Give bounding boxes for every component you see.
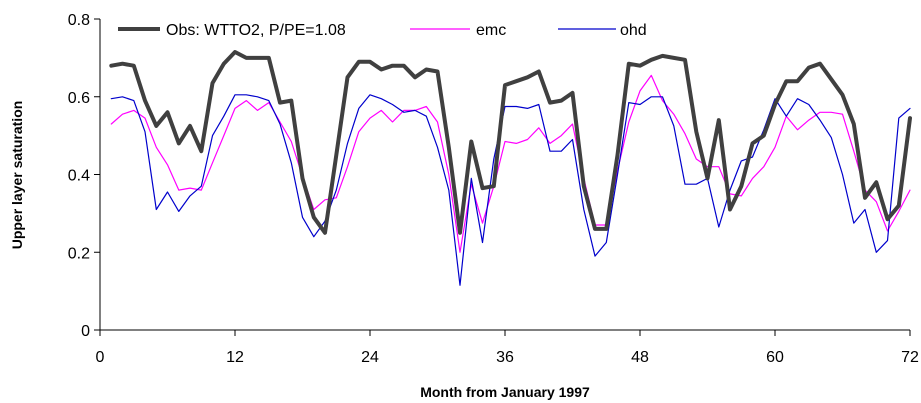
x-tick-label: 48 bbox=[631, 349, 649, 366]
series-lines bbox=[109, 50, 912, 286]
y-tick-label: 0 bbox=[81, 323, 90, 340]
x-tick-label: 0 bbox=[96, 349, 105, 366]
y-tick-label: 0.2 bbox=[68, 245, 90, 262]
x-axis-title: Month from January 1997 bbox=[420, 384, 590, 400]
x-tick-label: 72 bbox=[901, 349, 919, 366]
y-tick-label: 0.8 bbox=[68, 12, 90, 29]
legend-label: Obs: WTTO2, P/PE=1.08 bbox=[166, 22, 346, 39]
series-line-ohd bbox=[110, 94, 911, 286]
legend-label: emc bbox=[476, 22, 506, 39]
legend: Obs: WTTO2, P/PE=1.08 emc ohd bbox=[118, 22, 647, 39]
x-tick-label: 60 bbox=[766, 349, 784, 366]
y-axis-title: Upper layer saturation bbox=[9, 101, 25, 250]
legend-label: ohd bbox=[620, 22, 647, 39]
x-tick-label: 36 bbox=[496, 349, 514, 366]
y-tick-label: 0.4 bbox=[68, 168, 90, 185]
y-tick-label: 0.6 bbox=[68, 90, 90, 107]
series-line-obs bbox=[109, 50, 912, 235]
series-line-emc bbox=[110, 74, 911, 253]
y-axis-ticks: 0 0.2 0.4 0.6 0.8 bbox=[68, 12, 100, 340]
x-tick-label: 12 bbox=[226, 349, 244, 366]
x-tick-label: 24 bbox=[361, 349, 379, 366]
x-axis-ticks: 0 12 24 36 48 60 72 bbox=[96, 330, 919, 366]
